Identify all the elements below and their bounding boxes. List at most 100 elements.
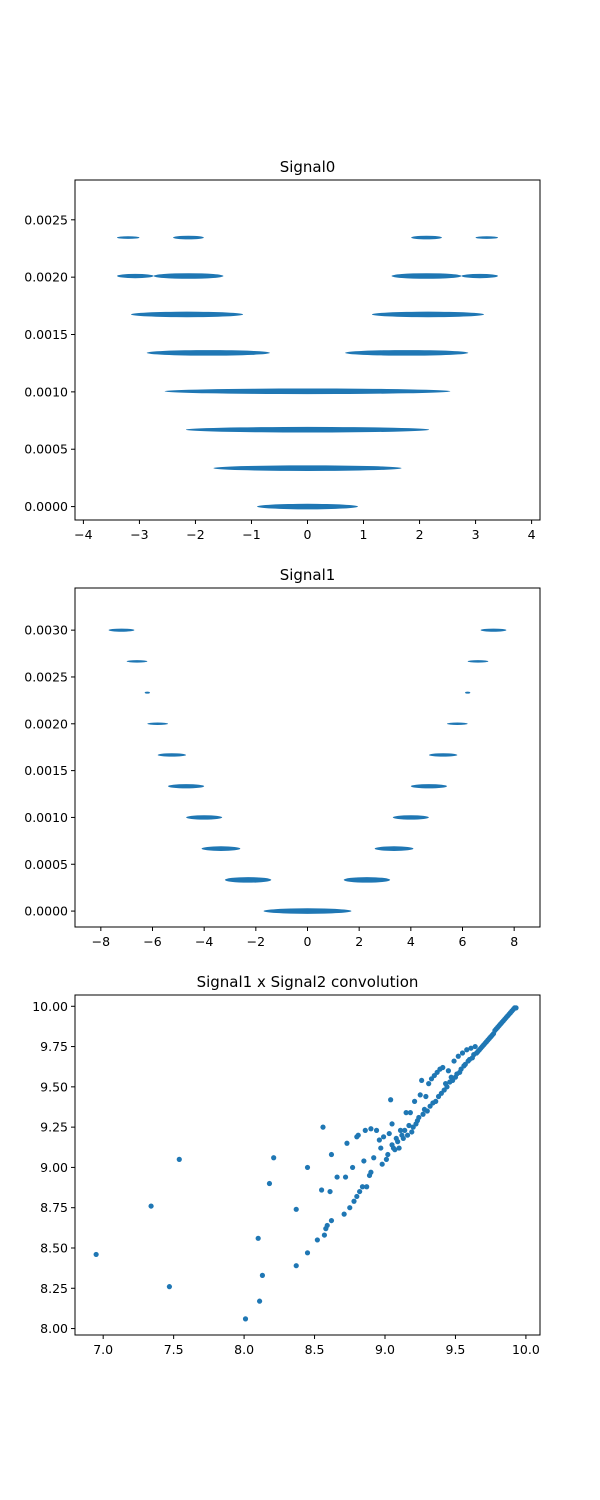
x-tick-label: −6 — [143, 934, 161, 949]
data-band — [224, 877, 272, 883]
data-band — [343, 877, 391, 883]
data-point — [314, 1237, 320, 1243]
data-point — [266, 1180, 273, 1187]
data-point — [396, 1145, 402, 1151]
data-point — [455, 1053, 461, 1059]
data-band — [144, 691, 150, 694]
x-tick-label: −2 — [186, 527, 204, 542]
x-tick-label: 8.5 — [305, 1342, 325, 1357]
data-point — [354, 1193, 360, 1200]
data-point — [423, 1093, 429, 1100]
data-band — [371, 311, 484, 318]
data-point — [321, 1232, 328, 1238]
x-tick-label: 8 — [510, 934, 518, 949]
data-point — [403, 1110, 409, 1116]
data-point — [380, 1134, 387, 1140]
data-point — [513, 1005, 519, 1011]
data-point — [444, 1084, 450, 1090]
data-point — [334, 1174, 340, 1180]
data-band — [461, 273, 498, 279]
data-point — [459, 1050, 466, 1056]
data-band — [465, 691, 471, 694]
data-point — [404, 1132, 411, 1138]
x-tick-label: 7.5 — [164, 1342, 184, 1357]
data-point — [451, 1058, 457, 1064]
data-point — [93, 1251, 99, 1258]
data-band — [213, 465, 402, 471]
data-point — [395, 1139, 401, 1145]
data-point — [388, 1097, 394, 1103]
data-point — [406, 1122, 412, 1129]
data-point — [386, 1130, 392, 1137]
y-tick-label: 0.0000 — [24, 904, 68, 919]
data-point — [400, 1135, 406, 1142]
data-band — [263, 908, 352, 914]
data-point — [255, 1235, 261, 1241]
data-point — [424, 1108, 430, 1114]
y-tick-label: 9.25 — [40, 1120, 68, 1135]
chart-title: Signal0 — [280, 158, 336, 176]
data-band — [475, 236, 498, 239]
data-point — [379, 1161, 385, 1167]
data-point — [364, 1184, 370, 1190]
data-point — [259, 1272, 266, 1278]
y-tick-label: 8.00 — [40, 1321, 68, 1336]
data-point — [445, 1068, 452, 1074]
y-tick-label: 8.75 — [40, 1200, 68, 1215]
data-point — [368, 1169, 374, 1175]
chart-title: Signal1 x Signal2 convolution — [197, 973, 419, 991]
y-tick-label: 0.0025 — [24, 669, 68, 684]
data-point — [347, 1205, 353, 1211]
chart-title: Signal1 — [280, 566, 336, 584]
x-tick-label: 1 — [360, 527, 368, 542]
y-tick-label: 0.0025 — [24, 212, 68, 227]
data-point — [411, 1098, 418, 1104]
y-tick-label: 8.50 — [40, 1240, 68, 1255]
y-tick-label: 0.0015 — [24, 327, 68, 342]
data-band — [108, 628, 135, 632]
x-tick-label: 0 — [304, 527, 312, 542]
y-tick-label: 8.25 — [40, 1281, 68, 1296]
y-tick-label: 0.0000 — [24, 499, 68, 514]
data-point — [351, 1198, 357, 1204]
data-band — [168, 784, 205, 789]
data-point — [368, 1126, 374, 1132]
data-band — [153, 273, 224, 279]
data-point — [472, 1043, 478, 1050]
data-point — [328, 1217, 335, 1224]
data-band — [164, 388, 451, 395]
x-tick-label: 9.0 — [375, 1342, 395, 1357]
y-tick-label: 0.0030 — [24, 623, 68, 638]
data-point — [409, 1129, 415, 1135]
data-band — [185, 426, 430, 433]
data-point — [407, 1110, 413, 1116]
data-band — [186, 815, 223, 820]
data-point — [420, 1111, 426, 1117]
data-point — [397, 1127, 404, 1133]
data-point — [419, 1077, 425, 1084]
data-point — [342, 1174, 349, 1180]
data-point — [324, 1222, 330, 1229]
x-tick-label: −4 — [74, 527, 92, 542]
data-band — [392, 815, 429, 820]
data-point — [304, 1250, 311, 1256]
x-tick-label: 4 — [407, 934, 415, 949]
data-point — [176, 1156, 182, 1162]
data-point — [166, 1284, 173, 1290]
data-point — [371, 1155, 377, 1161]
y-tick-label: 0.0005 — [24, 857, 68, 872]
data-point — [341, 1211, 347, 1217]
data-point — [376, 1137, 382, 1143]
data-point — [328, 1151, 335, 1158]
data-point — [383, 1156, 390, 1162]
data-band — [467, 660, 489, 663]
data-band — [157, 753, 187, 757]
data-point — [344, 1140, 350, 1146]
chart-panel-1: Signal1 −8 −6 −4 −2 0 2 4 6 8 0.0000 0.0005 0.0010 0.… — [24, 566, 541, 949]
y-tick-label: 9.75 — [40, 1039, 68, 1054]
data-point — [357, 1188, 363, 1195]
x-tick-label: 2 — [416, 527, 424, 542]
data-band — [173, 235, 204, 240]
data-band — [257, 503, 358, 510]
x-tick-label: −8 — [92, 934, 110, 949]
